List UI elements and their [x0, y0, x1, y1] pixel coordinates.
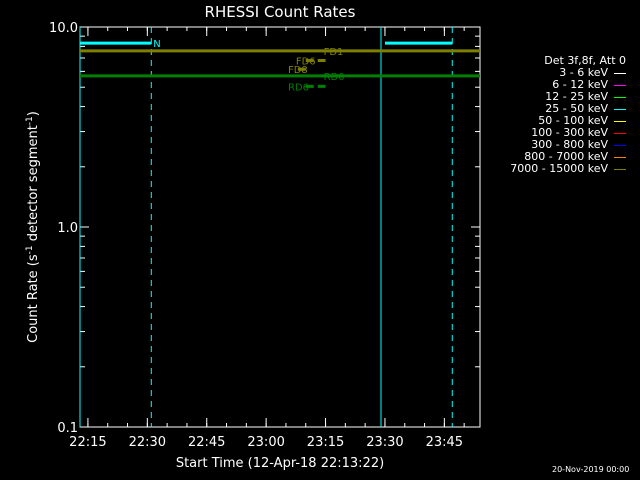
annotation-label: RD6: [288, 82, 309, 93]
chart-title: RHESSI Count Rates: [205, 3, 356, 21]
legend-label: 3 - 6 keV: [559, 66, 608, 79]
legend-entries: 3 - 6 keV 6 - 12 keV 12 - 25 keV 25 - 50 ke…: [470, 67, 630, 175]
generation-timestamp: 20-Nov-2019 00:00: [552, 465, 630, 474]
x-tick-label: 23:00: [247, 435, 284, 450]
x-tick-label: 22:15: [69, 435, 106, 450]
legend-swatch: [614, 120, 626, 122]
legend-label: 6 - 12 keV: [552, 78, 608, 91]
legend-label: 25 - 50 keV: [545, 102, 608, 115]
y-tick-label: 1.0: [57, 221, 78, 236]
y-tick-label: 0.1: [57, 421, 78, 436]
legend-label: 12 - 25 keV: [545, 90, 608, 103]
x-tick-label: 23:15: [307, 435, 344, 450]
x-tick-label: 22:45: [188, 435, 225, 450]
legend-label: 100 - 300 keV: [531, 126, 608, 139]
y-axis-label-part: -1: [25, 245, 35, 254]
x-tick-label: 23:45: [426, 435, 463, 450]
annotation-label: FD1: [324, 47, 344, 58]
legend-entry: 6 - 12 keV: [470, 79, 630, 91]
annotation-label: N: [153, 39, 160, 50]
legend-entry: 12 - 25 keV: [470, 91, 630, 103]
plot-frame: [79, 26, 481, 428]
annotation-label: FD6: [296, 56, 316, 67]
legend-entry: 3 - 6 keV: [470, 67, 630, 79]
legend-swatch: [614, 84, 626, 86]
legend-swatch: [614, 108, 626, 110]
legend: Det 3f,8f, Att 0 3 - 6 keV 6 - 12 keV 12 -…: [470, 54, 630, 175]
legend-label: 7000 - 15000 keV: [510, 162, 608, 175]
legend-entry: 25 - 50 keV: [470, 103, 630, 115]
plot-axes: 22:15 22:30 22:45 23:00 23:15 23:30 23:45 0.1 1.…: [49, 21, 481, 450]
legend-entry: 100 - 300 keV: [470, 127, 630, 139]
x-tick-label: 22:30: [129, 435, 166, 450]
y-axis-label: Count Rate (s-1 detector segment-1): [25, 111, 41, 343]
legend-swatch: [614, 132, 626, 134]
legend-entry: 300 - 800 keV: [470, 139, 630, 151]
y-axis-label-part: Count Rate (s: [26, 254, 41, 343]
legend-entry: 7000 - 15000 keV: [470, 163, 630, 175]
legend-swatch: [614, 144, 626, 146]
y-axis-label-part: -1: [25, 116, 35, 125]
y-axis-label-text: Count Rate (s-1 detector segment-1): [25, 111, 41, 343]
legend-swatch: [614, 72, 626, 74]
y-axis-label-part: ): [26, 111, 41, 116]
legend-header: Det 3f,8f, Att 0: [544, 54, 626, 67]
y-tick-label: 10.0: [49, 21, 78, 36]
annotation-label: FD8: [288, 65, 308, 76]
x-tick-label: 23:30: [366, 435, 403, 450]
legend-label: 300 - 800 keV: [531, 138, 608, 151]
legend-swatch: [614, 156, 626, 158]
legend-swatch: [614, 168, 626, 170]
legend-swatch: [614, 96, 626, 98]
y-axis-label-part: detector segment: [26, 125, 41, 245]
legend-entry: 800 - 7000 keV: [470, 151, 630, 163]
legend-entry: 50 - 100 keV: [470, 115, 630, 127]
data-lines: [79, 27, 480, 427]
legend-label: 800 - 7000 keV: [524, 150, 608, 163]
x-axis-label: Start Time (12-Apr-18 22:13:22): [176, 456, 384, 471]
annotation-label: RD0: [324, 72, 345, 83]
legend-label: 50 - 100 keV: [538, 114, 608, 127]
